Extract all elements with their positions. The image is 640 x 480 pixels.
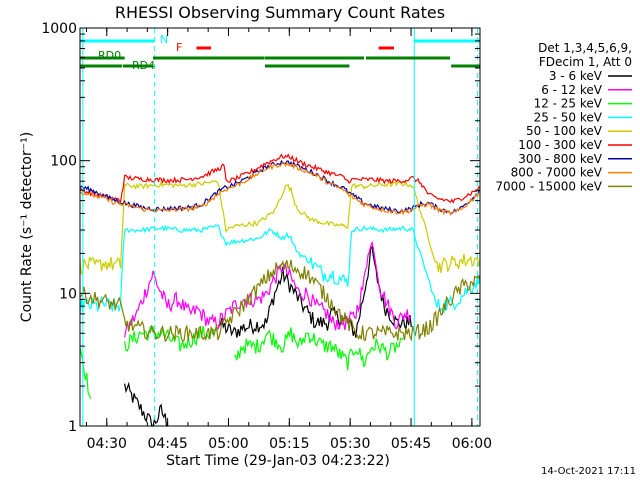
- legend-label-0: 3 - 6 keV: [549, 69, 603, 83]
- series-line-4: [79, 180, 481, 275]
- legend-label-4: 50 - 100 keV: [526, 124, 603, 138]
- flag-label-rd4: RD4: [132, 59, 155, 72]
- series-line-8: [79, 259, 481, 343]
- x-axis-label: Start Time (29-Jan-03 04:23:22): [166, 453, 390, 469]
- x-tick-label-2: 05:00: [208, 436, 248, 452]
- series-line-6: [79, 159, 481, 215]
- flag-label-f: F: [176, 41, 182, 54]
- flag-label-n: N: [160, 33, 168, 46]
- x-tick-label-3: 05:15: [269, 436, 309, 452]
- x-tick-label-6: 06:00: [452, 436, 492, 452]
- series-line-2: [79, 325, 404, 399]
- series-line-1: [124, 240, 412, 338]
- x-axis-ticks: 04:30 04:45 05:00 05:15 05:30 05:45 06:00: [85, 28, 492, 452]
- legend-header-0: Det 1,3,4,5,6,9,: [538, 41, 632, 55]
- series-traces: [79, 153, 481, 427]
- y-tick-label-1: 10: [59, 286, 77, 302]
- series-line-5: [79, 153, 481, 204]
- x-tick-label-0: 04:30: [87, 436, 127, 452]
- legend-label-3: 25 - 50 keV: [534, 110, 603, 124]
- vertical-markers: [82, 28, 479, 426]
- chart-title: RHESSI Observing Summary Count Rates: [115, 3, 445, 22]
- legend-label-6: 300 - 800 keV: [518, 152, 602, 166]
- series-line-3: [79, 224, 481, 315]
- flag-bars: NF RD0 RD4: [80, 33, 480, 72]
- x-tick-label-4: 05:30: [330, 436, 370, 452]
- legend-label-8: 7000 - 15000 keV: [495, 179, 602, 193]
- y-axis-ticks: 1 10 100 1000: [41, 21, 480, 435]
- legend-header-1: FDecim 1, Att 0: [539, 55, 632, 69]
- x-tick-label-5: 05:45: [391, 436, 431, 452]
- y-tick-label-0: 1: [68, 419, 77, 435]
- y-tick-label-3: 1000: [41, 21, 77, 37]
- y-tick-label-2: 100: [50, 154, 77, 170]
- legend-label-7: 800 - 7000 keV: [511, 166, 603, 180]
- y-axis-label: Count Rate (s⁻¹ detector⁻¹): [19, 132, 35, 322]
- legend-label-2: 12 - 25 keV: [534, 97, 603, 111]
- plot-frame: [79, 27, 481, 427]
- series-line-7: [79, 161, 481, 216]
- x-tick-label-1: 04:45: [147, 436, 187, 452]
- legend: Det 1,3,4,5,6,9,FDecim 1, Att 03 - 6 keV…: [495, 41, 632, 193]
- legend-label-1: 6 - 12 keV: [541, 83, 603, 97]
- legend-label-5: 100 - 300 keV: [518, 138, 602, 152]
- footer-date: 14-Oct-2021 17:11: [541, 466, 636, 477]
- flag-label-rd0: RD0: [98, 49, 121, 62]
